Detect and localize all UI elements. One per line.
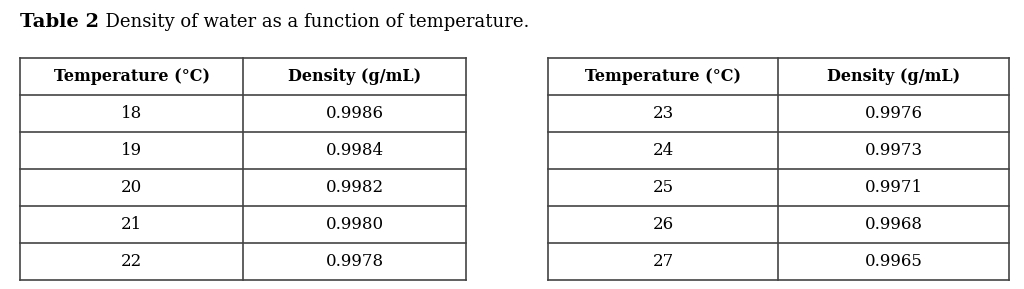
Text: 0.9982: 0.9982: [326, 179, 384, 196]
Text: Temperature (°C): Temperature (°C): [585, 68, 741, 85]
Text: Density of water as a function of temperature.: Density of water as a function of temper…: [94, 13, 529, 31]
Text: 25: 25: [652, 179, 674, 196]
Bar: [548, 58, 1009, 280]
Text: 0.9965: 0.9965: [864, 253, 923, 270]
Text: 19: 19: [121, 142, 142, 159]
Text: 27: 27: [652, 253, 674, 270]
Text: Table 2: Table 2: [20, 13, 99, 31]
Text: 0.9973: 0.9973: [864, 142, 923, 159]
Text: 0.9976: 0.9976: [864, 105, 923, 122]
Text: Density (g/mL): Density (g/mL): [826, 68, 961, 85]
Text: 0.9984: 0.9984: [326, 142, 384, 159]
Bar: [20, 58, 466, 280]
Text: 20: 20: [121, 179, 142, 196]
Text: 0.9978: 0.9978: [326, 253, 384, 270]
Text: 0.9986: 0.9986: [326, 105, 384, 122]
Text: Density (g/mL): Density (g/mL): [288, 68, 421, 85]
Text: 0.9968: 0.9968: [864, 216, 923, 233]
Text: 26: 26: [652, 216, 674, 233]
Text: 0.9971: 0.9971: [864, 179, 923, 196]
Text: Temperature (°C): Temperature (°C): [54, 68, 210, 85]
Text: 21: 21: [121, 216, 142, 233]
Text: 0.9980: 0.9980: [326, 216, 384, 233]
Text: 23: 23: [652, 105, 674, 122]
Text: 24: 24: [652, 142, 674, 159]
Text: 18: 18: [121, 105, 142, 122]
Text: 22: 22: [121, 253, 142, 270]
